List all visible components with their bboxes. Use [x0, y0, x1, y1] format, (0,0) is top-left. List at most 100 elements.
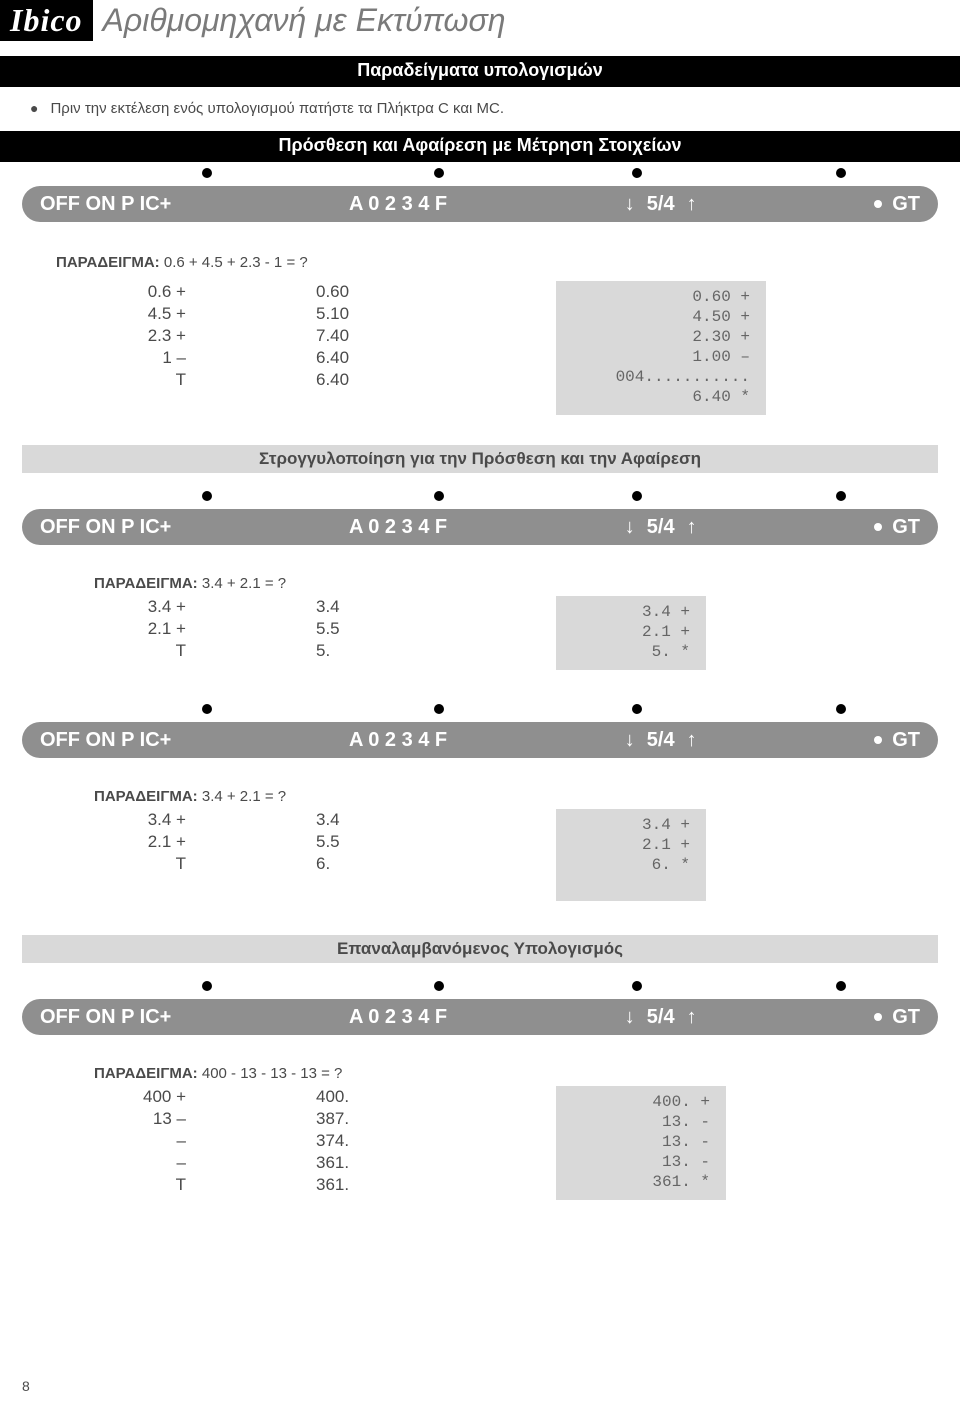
mode-seg-gt: GT [874, 193, 920, 216]
selector-dot-icon [434, 981, 444, 991]
key-line: – [56, 1130, 186, 1152]
arrow-up-icon: ↑ [687, 729, 697, 752]
display-line: 5.10 [316, 303, 516, 325]
mode-selector-bar: OFF ON P IC+ A 0 2 3 4 F ↓ 5/4 ↑ GT [22, 704, 938, 764]
gt-dot-icon [874, 200, 882, 208]
key-line: 2.3 + [56, 325, 186, 347]
display-line: 400. [316, 1086, 516, 1108]
display-line: 361. [316, 1174, 516, 1196]
mode-bar-track: OFF ON P IC+ A 0 2 3 4 F ↓ 5/4 ↑ GT [22, 509, 938, 545]
key-line: T [56, 1174, 186, 1196]
gt-dot-icon [874, 523, 882, 531]
key-line: 2.1 + [56, 831, 186, 853]
display-line: 374. [316, 1130, 516, 1152]
mode-seg-power: OFF ON P IC+ [40, 729, 171, 752]
arrow-down-icon: ↓ [625, 516, 635, 539]
key-line: 3.4 + [56, 596, 186, 618]
selector-dot-icon [632, 981, 642, 991]
key-line: 1 – [56, 347, 186, 369]
example-row: 3.4 + 2.1 + T 3.4 5.5 5. 3.4 + 2.1 + 5. … [0, 596, 960, 670]
selector-dot-icon [434, 491, 444, 501]
page-title: Αριθμομηχανή με Εκτύπωση [103, 2, 506, 39]
selector-dot-icon [836, 704, 846, 714]
arrow-up-icon: ↑ [687, 193, 697, 216]
mode-bar-track: OFF ON P IC+ A 0 2 3 4 F ↓ 5/4 ↑ GT [22, 999, 938, 1035]
selector-dot-icon [434, 168, 444, 178]
example-label: ΠΑΡΑΔΕΙΓΜΑ: 400 - 13 - 13 - 13 = ? [0, 1051, 960, 1086]
example-formula: 400 - 13 - 13 - 13 = ? [202, 1065, 343, 1082]
selector-dot-icon [836, 168, 846, 178]
example-label: ΠΑΡΑΔΕΙΓΜΑ: 3.4 + 2.1 = ? [0, 774, 960, 809]
mode-seg-round: 5/4 [647, 193, 675, 216]
arrow-down-icon: ↓ [625, 193, 635, 216]
brand-logo: Ibico [0, 0, 93, 41]
section-bar-examples: Παραδείγματα υπολογισμών [0, 56, 960, 87]
mode-seg-decimal: A 0 2 3 4 F [349, 729, 447, 752]
example-label: ΠΑΡΑΔΕΙΓΜΑ: 3.4 + 2.1 = ? [0, 561, 960, 596]
key-line: – [56, 1152, 186, 1174]
display-column: 0.60 5.10 7.40 6.40 6.40 [316, 281, 516, 391]
display-line: 6.40 [316, 347, 516, 369]
display-line: 6.40 [316, 369, 516, 391]
mode-selector-bar: OFF ON P IC+ A 0 2 3 4 F ↓ 5/4 ↑ GT [22, 981, 938, 1041]
display-column: 400. 387. 374. 361. 361. [316, 1086, 516, 1196]
example-formula: 3.4 + 2.1 = ? [202, 575, 286, 592]
section-bar-addsub: Πρόσθεση και Αφαίρεση με Μέτρηση Στοιχεί… [0, 131, 960, 162]
selector-dot-icon [202, 168, 212, 178]
mode-seg-power: OFF ON P IC+ [40, 1006, 171, 1029]
printout-column: 400. + 13. - 13. - 13. - 361. * [556, 1086, 726, 1200]
bullet-icon: ● [30, 100, 38, 116]
page-header: Ibico Αριθμομηχανή με Εκτύπωση [0, 0, 960, 41]
selector-dot-icon [202, 491, 212, 501]
mode-seg-gt: GT [874, 1006, 920, 1029]
arrow-down-icon: ↓ [625, 729, 635, 752]
display-line: 3.4 [316, 809, 516, 831]
mode-seg-gt: GT [874, 516, 920, 539]
mode-seg-decimal: A 0 2 3 4 F [349, 1006, 447, 1029]
example-row: 3.4 + 2.1 + T 3.4 5.5 6. 3.4 + 2.1 + 6. … [0, 809, 960, 901]
display-column: 3.4 5.5 6. [316, 809, 516, 875]
gt-dot-icon [874, 1013, 882, 1021]
mode-bar-track: OFF ON P IC+ A 0 2 3 4 F ↓ 5/4 ↑ GT [22, 186, 938, 222]
key-line: 4.5 + [56, 303, 186, 325]
printout-column: 3.4 + 2.1 + 5. * [556, 596, 706, 670]
mode-seg-decimal: A 0 2 3 4 F [349, 193, 447, 216]
example-row: 0.6 + 4.5 + 2.3 + 1 – T 0.60 5.10 7.40 6… [0, 281, 960, 415]
mode-seg-round: 5/4 [647, 1006, 675, 1029]
example-label-text: ΠΑΡΑΔΕΙΓΜΑ: [94, 1065, 198, 1082]
selector-dot-icon [632, 491, 642, 501]
key-line: T [56, 640, 186, 662]
display-line: 7.40 [316, 325, 516, 347]
display-column: 3.4 5.5 5. [316, 596, 516, 662]
example-label-text: ΠΑΡΑΔΕΙΓΜΑ: [94, 575, 198, 592]
example-label-text: ΠΑΡΑΔΕΙΓΜΑ: [94, 788, 198, 805]
key-line: 400 + [56, 1086, 186, 1108]
display-line: 361. [316, 1152, 516, 1174]
arrow-up-icon: ↑ [687, 516, 697, 539]
keystrokes-column: 400 + 13 – – – T [56, 1086, 316, 1196]
mode-seg-gt: GT [874, 729, 920, 752]
mode-selector-bar: OFF ON P IC+ A 0 2 3 4 F ↓ 5/4 ↑ GT [22, 168, 938, 228]
key-line: T [56, 853, 186, 875]
printout-column: 0.60 + 4.50 + 2.30 + 1.00 – 004.........… [556, 281, 766, 415]
selector-dot-icon [632, 704, 642, 714]
selector-dot-icon [434, 704, 444, 714]
note-text: Πριν την εκτέλεση ενός υπολογισμού πατήσ… [50, 100, 504, 117]
mode-seg-round: 5/4 [647, 516, 675, 539]
selector-dot-icon [836, 491, 846, 501]
display-line: 387. [316, 1108, 516, 1130]
arrow-down-icon: ↓ [625, 1006, 635, 1029]
display-line: 0.60 [316, 281, 516, 303]
display-line: 5.5 [316, 618, 516, 640]
selector-dot-icon [632, 168, 642, 178]
mode-bar-track: OFF ON P IC+ A 0 2 3 4 F ↓ 5/4 ↑ GT [22, 722, 938, 758]
example-row: 400 + 13 – – – T 400. 387. 374. 361. 361… [0, 1086, 960, 1200]
example-formula: 3.4 + 2.1 = ? [202, 788, 286, 805]
key-line: 13 – [56, 1108, 186, 1130]
mode-selector-bar: OFF ON P IC+ A 0 2 3 4 F ↓ 5/4 ↑ GT [22, 491, 938, 551]
mode-seg-decimal: A 0 2 3 4 F [349, 516, 447, 539]
mode-seg-power: OFF ON P IC+ [40, 193, 171, 216]
keystrokes-column: 3.4 + 2.1 + T [56, 809, 316, 875]
note-bullet: ● Πριν την εκτέλεση ενός υπολογισμού πατή… [0, 90, 960, 131]
example-label: ΠΑΡΑΔΕΙΓΜΑ: 0.6 + 4.5 + 2.3 - 1 = ? [0, 238, 960, 281]
